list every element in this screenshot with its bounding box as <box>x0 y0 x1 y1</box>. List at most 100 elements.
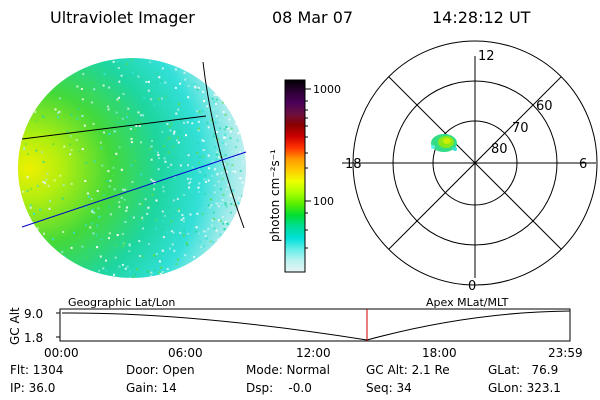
uv-speckle-dot <box>223 280 225 282</box>
uv-speckle-dot <box>130 111 133 114</box>
uv-speckle-dot <box>238 124 241 127</box>
uv-speckle-dot <box>155 227 158 230</box>
uv-speckle-dot <box>223 257 226 260</box>
uv-speckle-dot <box>226 229 229 231</box>
uv-speckle-dot <box>237 197 240 200</box>
uv-speckle-dot <box>196 151 199 154</box>
uv-speckle-dot <box>186 121 189 124</box>
uv-speckle-dot <box>198 161 201 164</box>
uv-speckle-dot <box>183 229 185 232</box>
uv-speckle-dot <box>123 242 126 245</box>
uv-speckle-dot <box>150 274 153 277</box>
uv-speckle-dot <box>155 232 158 235</box>
uv-speckle-dot <box>85 161 88 164</box>
uv-speckle-dot <box>178 103 180 106</box>
uv-speckle-dot <box>110 156 113 159</box>
uv-speckle-dot <box>45 178 48 181</box>
uv-speckle-dot <box>166 268 169 270</box>
uv-speckle-dot <box>237 277 240 278</box>
uv-speckle-dot <box>186 177 189 180</box>
uv-speckle-dot <box>206 121 209 124</box>
uv-speckle-dot <box>159 82 162 85</box>
uv-speckle-dot <box>145 81 148 83</box>
time-label: 14:28:12 UT <box>432 8 531 27</box>
uv-speckle-dot <box>155 219 158 221</box>
uv-speckle-dot <box>169 129 172 132</box>
door-status: Door: Open <box>126 363 195 377</box>
uv-speckle-dot <box>208 167 211 170</box>
uv-speckle-dot <box>177 136 179 139</box>
timeline-panel: Geographic Lat/Lon Apex MLat/MLT 9.0 1.8… <box>8 296 583 360</box>
uv-speckle-dot <box>213 121 216 124</box>
uv-speckle-dot <box>35 273 37 276</box>
uv-speckle-dot <box>69 153 72 156</box>
uv-speckle-dot <box>170 230 173 233</box>
uv-speckle-dot <box>243 236 246 239</box>
uv-speckle-dot <box>198 232 200 235</box>
uv-speckle-dot <box>223 257 226 260</box>
uv-speckle-dot <box>135 124 138 127</box>
uv-speckle-dot <box>197 168 200 171</box>
uv-speckle-dot <box>46 172 49 175</box>
uv-speckle-dot <box>138 125 141 127</box>
uv-speckle-dot <box>234 170 237 173</box>
uv-speckle-dot <box>226 200 229 203</box>
uv-speckle-dot <box>131 71 134 74</box>
uv-speckle-dot <box>183 194 186 196</box>
uv-speckle-dot <box>187 164 189 167</box>
uv-speckle-dot <box>224 202 227 205</box>
uv-speckle-dot <box>223 128 226 131</box>
uv-speckle-dot <box>153 254 155 257</box>
uv-speckle-dot <box>192 267 195 270</box>
uv-speckle-dot <box>168 125 171 128</box>
uv-speckle-dot <box>79 275 82 278</box>
uv-speckle-dot <box>200 245 203 248</box>
uv-speckle-dot <box>188 186 191 189</box>
uv-speckle-dot <box>244 217 246 220</box>
uv-speckle-dot <box>64 255 66 258</box>
uv-speckle-dot <box>179 231 182 234</box>
uv-speckle-dot <box>190 264 193 267</box>
uv-speckle-dot <box>141 253 144 256</box>
uv-speckle-dot <box>35 149 38 152</box>
uv-speckle-dot <box>54 80 57 83</box>
instrument-title: Ultraviolet Imager <box>50 8 195 27</box>
uv-speckle-dot <box>224 113 227 116</box>
uv-speckle-dot <box>89 226 92 229</box>
uv-speckle-dot <box>244 257 246 260</box>
uv-speckle-dot <box>106 179 109 182</box>
uv-speckle-dot <box>242 58 245 61</box>
uv-speckle-dot <box>173 175 176 178</box>
uv-speckle-dot <box>52 238 55 241</box>
x-tick-1800: 18:00 <box>422 346 457 360</box>
uv-speckle-dot <box>238 244 240 247</box>
uv-speckle-dot <box>239 170 242 172</box>
mlt-label-0: 0 <box>468 279 476 294</box>
uv-speckle-dot <box>26 251 29 254</box>
uv-speckle-dot <box>223 163 226 166</box>
uv-speckle-dot <box>167 168 170 170</box>
uv-speckle-dot <box>149 267 152 270</box>
uv-speckle-dot <box>243 243 246 246</box>
uv-speckle-dot <box>170 220 173 223</box>
uv-speckle-dot <box>160 79 162 82</box>
uv-speckle-dot <box>126 265 129 268</box>
uv-speckle-dot <box>30 187 33 190</box>
uv-speckle-dot <box>202 140 205 142</box>
uv-speckle-dot <box>78 235 81 238</box>
uv-speckle-dot <box>155 253 158 256</box>
uv-speckle-dot <box>162 236 165 239</box>
uv-speckle-dot <box>170 122 173 125</box>
uv-speckle-dot <box>189 65 191 68</box>
uv-speckle-dot <box>238 234 241 237</box>
orbit-altitude-curve-b <box>366 310 571 341</box>
uv-speckle-dot <box>157 172 159 175</box>
uv-speckle-dot <box>147 80 150 83</box>
x-tick-2359: 23:59 <box>548 346 583 360</box>
uv-speckle-dot <box>182 220 185 223</box>
uv-speckle-dot <box>115 152 118 155</box>
uv-speckle-dot <box>204 192 207 195</box>
uv-speckle-dot <box>121 233 124 235</box>
uv-speckle-dot <box>43 232 45 235</box>
uv-speckle-dot <box>161 67 164 70</box>
